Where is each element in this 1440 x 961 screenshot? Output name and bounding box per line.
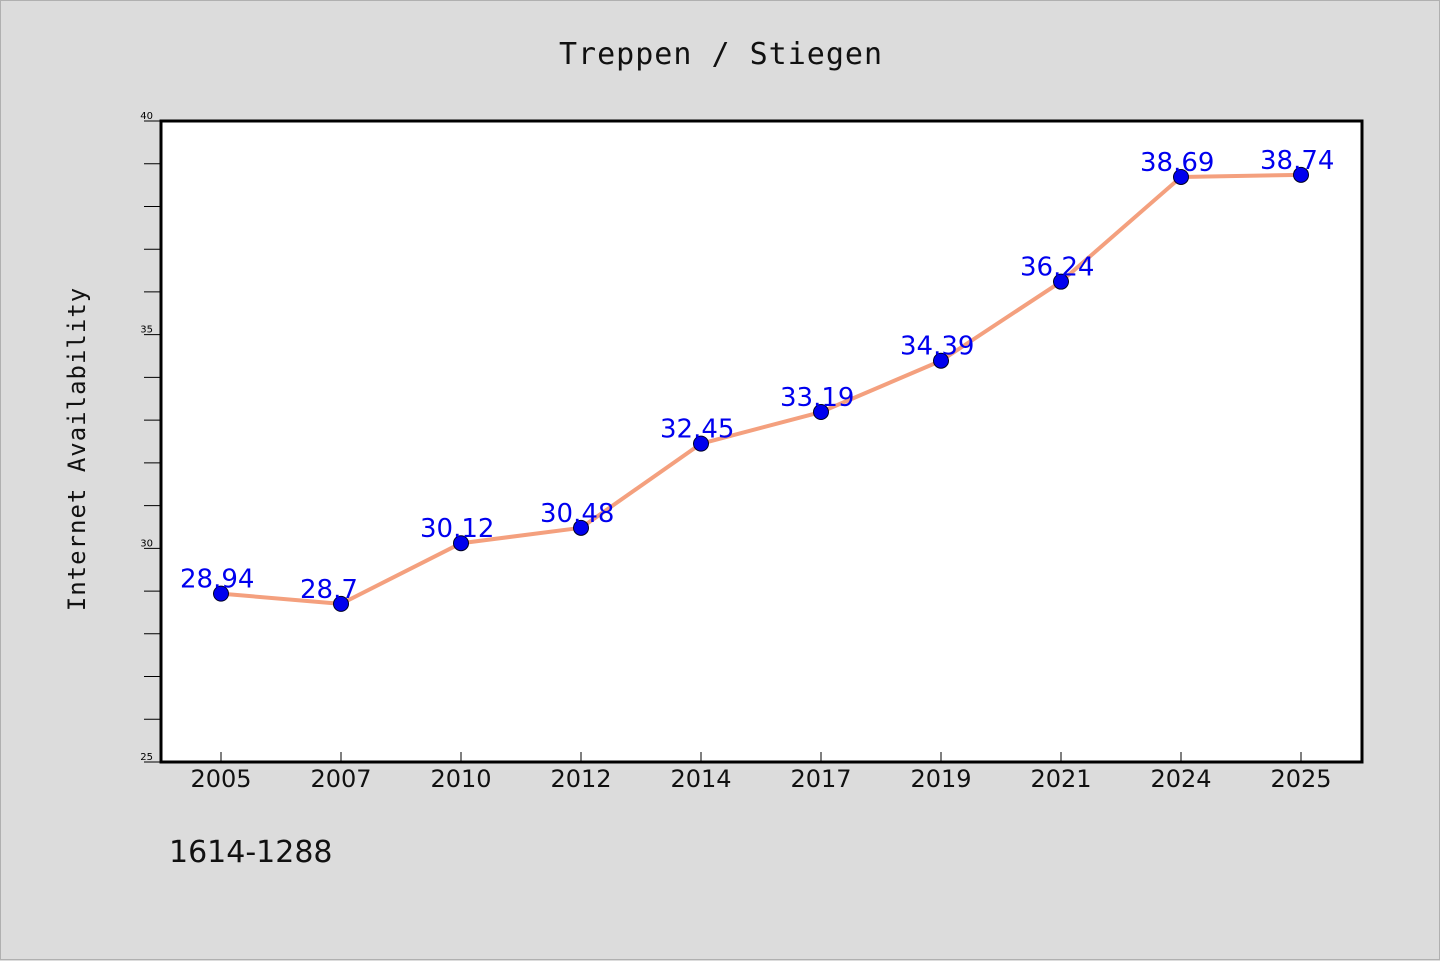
data-label: 30.12 — [420, 514, 494, 544]
y-tick-label: 25 — [140, 752, 153, 763]
data-label: 28.94 — [180, 565, 254, 595]
chart-title: Treppen / Stiegen — [558, 37, 884, 72]
data-label: 38.74 — [1260, 146, 1334, 176]
footer-note: 1614-1288 — [169, 835, 333, 870]
series-line — [219, 172, 1303, 606]
data-label: 33.19 — [780, 383, 854, 413]
x-axis: 2005 2007 2010 2012 2014 2017 2019 2021 2024 2025 — [190, 752, 1332, 793]
data-label: 30.48 — [540, 499, 614, 529]
data-label-layer: 28.94 28.7 30.12 30.48 32.45 33.19 34.39 36.24 3… — [180, 146, 1334, 605]
plot-area — [159, 119, 1364, 764]
y-tick-label: 40 — [140, 111, 153, 122]
data-point — [213, 585, 229, 602]
x-tick-label: 2019 — [910, 765, 971, 793]
x-tick-label: 2024 — [1150, 765, 1211, 793]
x-tick-label: 2021 — [1030, 765, 1091, 793]
data-point — [453, 535, 469, 552]
x-tick-label: 2017 — [790, 765, 851, 793]
data-point — [573, 519, 589, 536]
x-tick-label: 2012 — [550, 765, 611, 793]
data-point — [933, 352, 949, 369]
data-point — [1293, 166, 1309, 183]
data-label: 34.39 — [900, 332, 974, 362]
data-label: 36.24 — [1020, 253, 1094, 283]
data-label: 28.7 — [300, 575, 358, 605]
x-tick-label: 2007 — [310, 765, 371, 793]
data-point — [1173, 168, 1189, 185]
data-point — [693, 435, 709, 452]
y-axis: 25 30 35 40 — [140, 111, 161, 763]
data-label: 38.69 — [1140, 148, 1214, 178]
x-tick-label: 2010 — [430, 765, 491, 793]
data-point — [813, 404, 829, 421]
y-tick-label: 35 — [140, 325, 153, 336]
y-tick-label: 30 — [140, 538, 153, 549]
data-point — [333, 595, 349, 612]
series-layer — [213, 166, 1309, 612]
data-label: 32.45 — [660, 415, 734, 445]
x-tick-label: 2025 — [1270, 765, 1331, 793]
x-tick-label: 2014 — [670, 765, 731, 793]
data-point — [1053, 273, 1069, 290]
x-tick-label: 2005 — [190, 765, 251, 793]
